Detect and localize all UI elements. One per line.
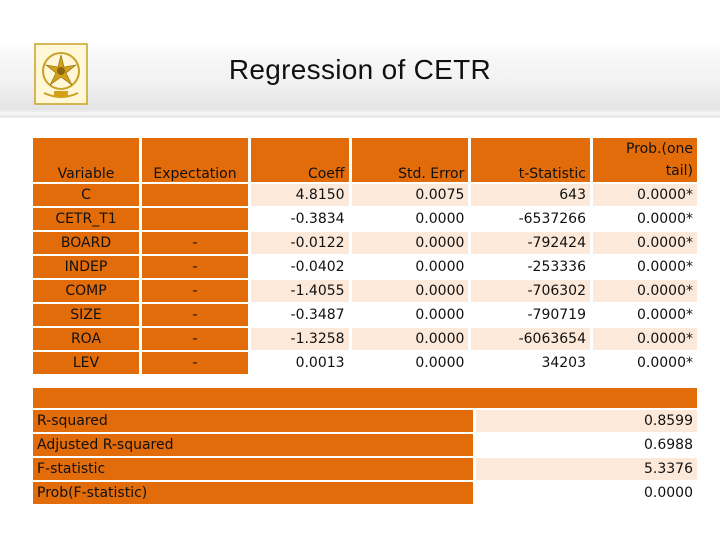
table-row: CETR_T1 -0.3834 0.0000 -6537266 0.0000* (33, 208, 697, 230)
header-band (0, 40, 720, 110)
table-row: BOARD - -0.0122 0.0000 -792424 0.0000* (33, 232, 697, 254)
stat-value: 0.8599 (476, 410, 697, 432)
expectation-cell: - (142, 232, 248, 254)
t-statistic-cell: -6063654 (471, 328, 590, 350)
t-statistic-cell: 643 (471, 184, 590, 206)
variable-cell: C (33, 184, 139, 206)
prob-cell: 0.0000* (593, 280, 697, 302)
stat-label: F-statistic (33, 458, 473, 480)
std-error-cell: 0.0075 (351, 184, 469, 206)
variable-cell: SIZE (33, 304, 139, 326)
coeff-cell: -0.3834 (251, 208, 349, 230)
header-expectation: Expectation (142, 138, 248, 182)
slide-header: Regression of CETR (0, 0, 720, 118)
prob-cell: 0.0000* (593, 208, 697, 230)
t-statistic-cell: -6537266 (471, 208, 590, 230)
t-statistic-cell: -706302 (471, 280, 590, 302)
table-row: C 4.8150 0.0075 643 0.0000* (33, 184, 697, 206)
std-error-cell: 0.0000 (351, 256, 469, 278)
expectation-cell: - (142, 352, 248, 374)
stat-row: Prob(F-statistic) 0.0000 (33, 482, 697, 504)
prob-cell: 0.0000* (593, 328, 697, 350)
header-coeff: Coeff (251, 138, 349, 182)
coeff-cell: -0.0402 (251, 256, 349, 278)
stats-band-row (33, 388, 697, 408)
stat-label: Adjusted R-squared (33, 434, 473, 456)
model-stats-table: R-squared 0.8599 Adjusted R-squared 0.6988 F… (30, 386, 700, 506)
variable-cell: COMP (33, 280, 139, 302)
prob-cell: 0.0000* (593, 304, 697, 326)
stat-label: Prob(F-statistic) (33, 482, 473, 504)
prob-cell: 0.0000* (593, 352, 697, 374)
expectation-cell (142, 208, 248, 230)
std-error-cell: 0.0000 (351, 208, 469, 230)
expectation-cell: - (142, 256, 248, 278)
std-error-cell: 0.0000 (351, 304, 469, 326)
expectation-cell: - (142, 328, 248, 350)
header-t-statistic: t-Statistic (471, 138, 590, 182)
variable-cell: ROA (33, 328, 139, 350)
variable-cell: CETR_T1 (33, 208, 139, 230)
stat-value: 0.0000 (476, 482, 697, 504)
variable-cell: LEV (33, 352, 139, 374)
stat-row: F-statistic 5.3376 (33, 458, 697, 480)
std-error-cell: 0.0000 (351, 280, 469, 302)
table-row: LEV -0.0013 0.0000 34203 0.0000* (33, 352, 697, 374)
t-statistic-cell: -253336 (471, 256, 590, 278)
coeff-cell: -0.3487 (251, 304, 349, 326)
stat-value: 0.6988 (476, 434, 697, 456)
prob-cell: 0.0000* (593, 184, 697, 206)
t-statistic-cell: -792424 (471, 232, 590, 254)
coeff-cell: -1.3258 (251, 328, 349, 350)
coeff-cell: -1.4055 (251, 280, 349, 302)
regression-table: Variable Expectation Coeff Std. Error t-… (30, 136, 700, 376)
stat-row: R-squared 0.8599 (33, 410, 697, 432)
slide-title: Regression of CETR (228, 54, 492, 85)
t-statistic-cell: -790719 (471, 304, 590, 326)
std-error-cell: 0.0000 (351, 328, 469, 350)
table-row: ROA - -1.3258 0.0000 -6063654 0.0000* (33, 328, 697, 350)
table-header-row: Variable Expectation Coeff Std. Error t-… (33, 138, 697, 182)
expectation-cell: - (142, 280, 248, 302)
coeff-cell: 4.8150 (251, 184, 349, 206)
stats-band (33, 388, 697, 408)
t-statistic-cell: 34203 (471, 352, 590, 374)
std-error-cell: 0.0000 (351, 352, 469, 374)
variable-cell: INDEP (33, 256, 139, 278)
table-row: SIZE - -0.3487 0.0000 -790719 0.0000* (33, 304, 697, 326)
std-error-cell: 0.0000 (351, 232, 469, 254)
coeff-cell: -0.0122 (251, 232, 349, 254)
stat-row: Adjusted R-squared 0.6988 (33, 434, 697, 456)
coeff-cell: 0.0013 (251, 352, 349, 374)
prob-cell: 0.0000* (593, 256, 697, 278)
variable-cell: BOARD (33, 232, 139, 254)
header-std-error: Std. Error (351, 138, 469, 182)
prob-cell: 0.0000* (593, 232, 697, 254)
stat-value: 5.3376 (476, 458, 697, 480)
header-divider (0, 112, 720, 115)
university-emblem-icon (34, 43, 88, 105)
header-variable: Variable (33, 138, 139, 182)
header-prob: Prob.(one tail) (593, 138, 697, 182)
table-row: INDEP - -0.0402 0.0000 -253336 0.0000* (33, 256, 697, 278)
expectation-cell (142, 184, 248, 206)
expectation-cell: - (142, 304, 248, 326)
table-row: COMP - -1.4055 0.0000 -706302 0.0000* (33, 280, 697, 302)
stat-label: R-squared (33, 410, 473, 432)
